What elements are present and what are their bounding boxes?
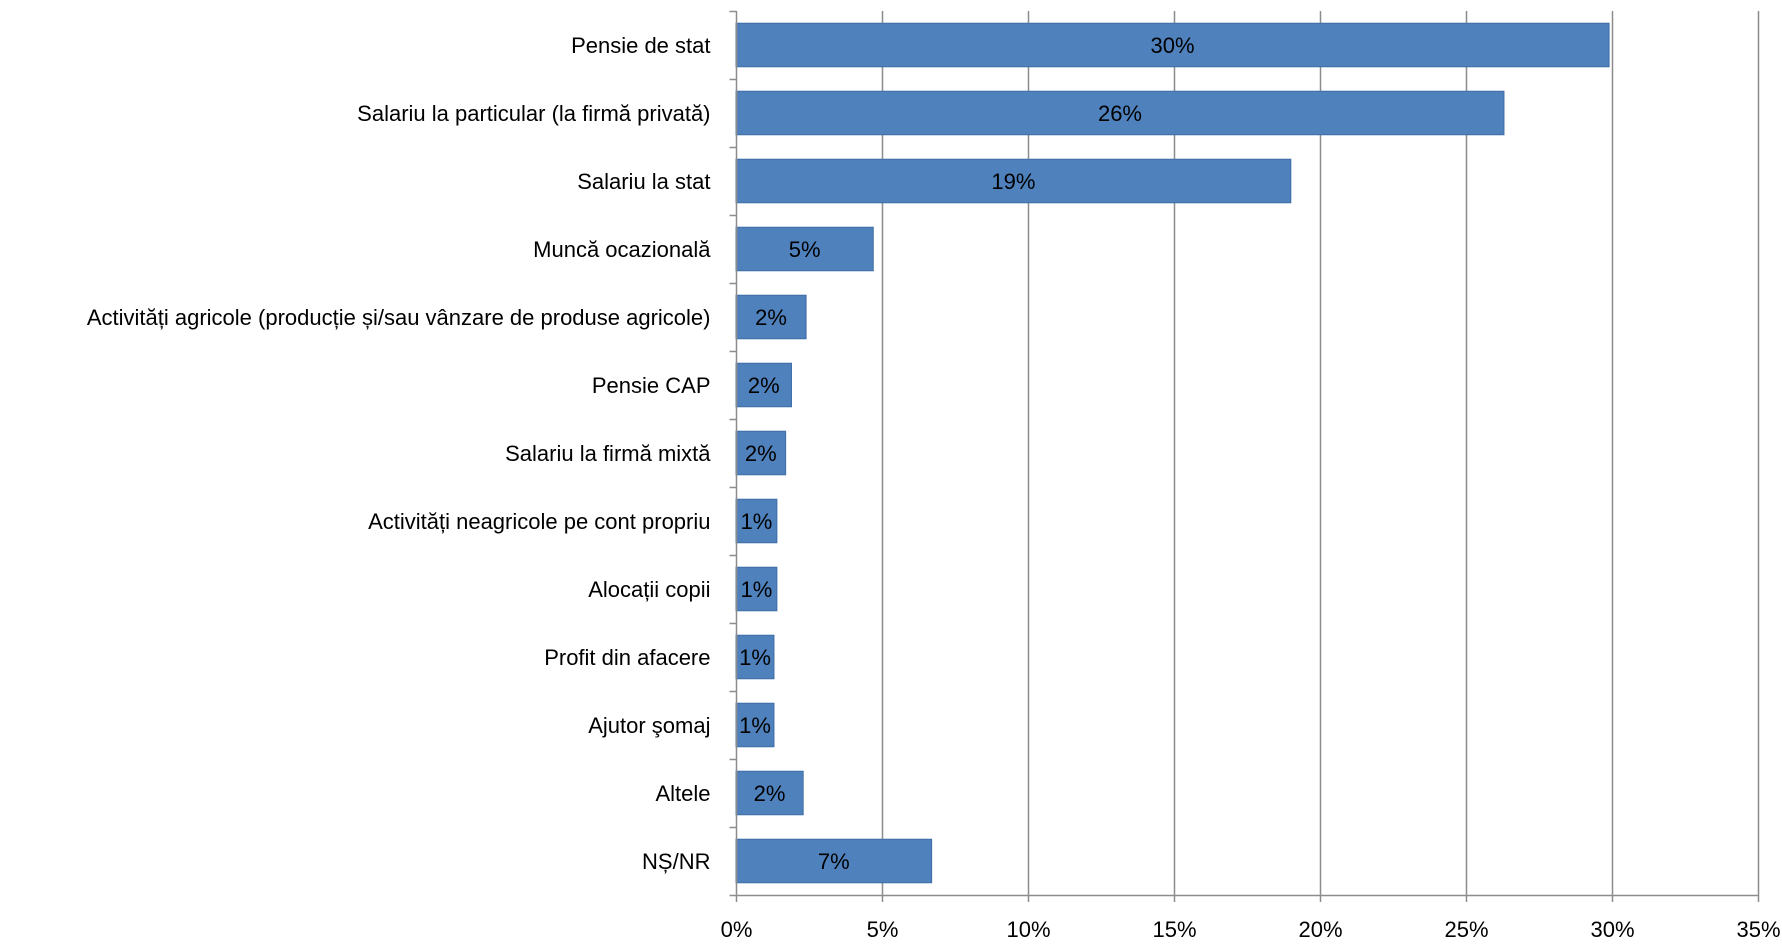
bar: [735, 838, 933, 884]
data-label: 7%: [818, 849, 850, 874]
x-tick-label: 30%: [1590, 917, 1634, 942]
x-tick-label: 5%: [867, 917, 899, 942]
axes: [729, 10, 1760, 902]
data-label: 2%: [748, 373, 780, 398]
data-label: 2%: [754, 781, 786, 806]
x-tick-label: 20%: [1298, 917, 1342, 942]
x-tick-label: 15%: [1152, 917, 1196, 942]
data-label: 1%: [739, 713, 771, 738]
category-label: Salariu la particular (la firmă privată): [357, 101, 710, 126]
data-label: 26%: [1098, 101, 1142, 126]
bar: [735, 702, 775, 748]
category-label: Profit din afacere: [544, 645, 710, 670]
bar: [735, 362, 792, 408]
data-label: 2%: [745, 441, 777, 466]
bar: [735, 430, 787, 476]
gridlines: [881, 11, 1760, 895]
data-label: 30%: [1151, 33, 1195, 58]
category-label: NȘ/NR: [642, 849, 710, 874]
bar: [735, 90, 1505, 136]
category-label: Pensie CAP: [592, 373, 711, 398]
category-label: Alocații copii: [588, 577, 710, 602]
category-label: Activități agricole (producție și/sau vâ…: [87, 305, 711, 330]
x-tick-label: 35%: [1736, 917, 1780, 942]
category-label: Salariu la stat: [577, 169, 710, 194]
data-label: 1%: [741, 509, 773, 534]
data-label: 2%: [755, 305, 787, 330]
category-label: Salariu la firmă mixtă: [505, 441, 711, 466]
bar: [735, 158, 1292, 204]
bar: [735, 294, 807, 340]
data-label: 19%: [991, 169, 1035, 194]
labels: 0% 5% 10% 15% 20% 25% 30% 35% Pensie de stat 30% S…: [87, 33, 1781, 942]
category-label: Activități neagricole pe cont propriu: [368, 509, 710, 534]
x-tick-label: 10%: [1006, 917, 1050, 942]
bars: [735, 22, 1610, 884]
category-label: Ajutor şomaj: [588, 713, 710, 738]
category-label: Pensie de stat: [571, 33, 710, 58]
bar: [735, 770, 804, 816]
bar: [735, 634, 775, 680]
data-label: 5%: [789, 237, 821, 262]
category-label: Altele: [655, 781, 710, 806]
data-label: 1%: [739, 645, 771, 670]
data-label: 1%: [741, 577, 773, 602]
x-tick-label: 25%: [1444, 917, 1488, 942]
category-label: Muncă ocazională: [533, 237, 711, 262]
x-tick-label: 0%: [721, 917, 753, 942]
bar: [735, 498, 778, 544]
